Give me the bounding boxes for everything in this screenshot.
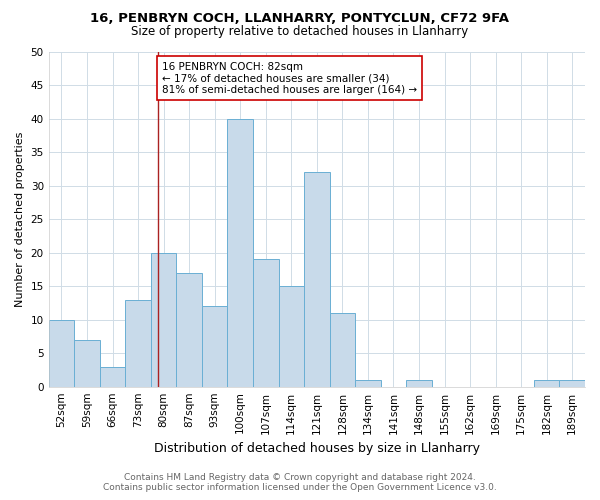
Text: Size of property relative to detached houses in Llanharry: Size of property relative to detached ho… <box>131 25 469 38</box>
Bar <box>227 118 253 386</box>
Bar <box>202 306 227 386</box>
Text: 16, PENBRYN COCH, LLANHARRY, PONTYCLUN, CF72 9FA: 16, PENBRYN COCH, LLANHARRY, PONTYCLUN, … <box>91 12 509 26</box>
Bar <box>278 286 304 386</box>
Bar <box>304 172 329 386</box>
Bar <box>253 260 278 386</box>
Bar <box>355 380 380 386</box>
X-axis label: Distribution of detached houses by size in Llanharry: Distribution of detached houses by size … <box>154 442 480 455</box>
Bar <box>151 252 176 386</box>
Bar <box>329 313 355 386</box>
Bar <box>534 380 559 386</box>
Bar <box>125 300 151 386</box>
Text: 16 PENBRYN COCH: 82sqm
← 17% of detached houses are smaller (34)
81% of semi-det: 16 PENBRYN COCH: 82sqm ← 17% of detached… <box>162 62 417 95</box>
Bar <box>176 272 202 386</box>
Y-axis label: Number of detached properties: Number of detached properties <box>15 132 25 307</box>
Bar <box>74 340 100 386</box>
Bar <box>49 320 74 386</box>
Bar <box>100 366 125 386</box>
Text: Contains HM Land Registry data © Crown copyright and database right 2024.
Contai: Contains HM Land Registry data © Crown c… <box>103 473 497 492</box>
Bar <box>559 380 585 386</box>
Bar <box>406 380 432 386</box>
